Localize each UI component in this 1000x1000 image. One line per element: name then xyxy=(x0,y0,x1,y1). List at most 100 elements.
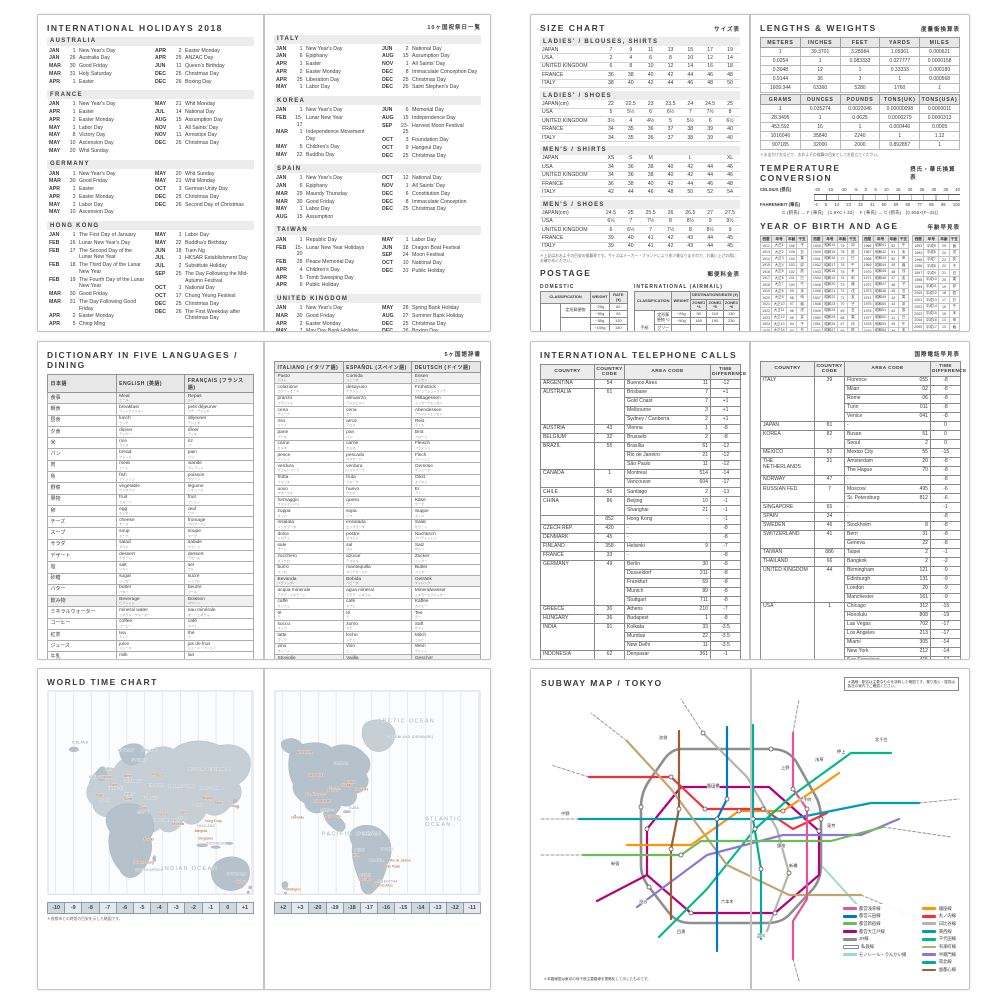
table-cell: 平成16 xyxy=(923,316,940,325)
svg-text:新宿: 新宿 xyxy=(611,860,619,867)
city-area-code: 02 xyxy=(922,386,928,393)
column-header: FRANÇAIS (フランス語) xyxy=(184,374,254,393)
time-difference: -8 xyxy=(930,529,961,540)
dictionary-word: café xyxy=(187,619,197,625)
svg-text:Tokyo: Tokyo xyxy=(230,804,239,808)
svg-text:SWEDEN: SWEDEN xyxy=(131,758,148,762)
time-difference: 0 xyxy=(930,439,961,450)
dictionary-reading: プチ・デジュネ xyxy=(187,409,210,414)
svg-text:東京: 東京 xyxy=(827,822,835,829)
table-cell: M xyxy=(640,154,661,164)
holiday-column: JAN 1 Republic Day FEB 15-20 Lunar New Year H… xyxy=(276,236,373,289)
table-cell: 7 xyxy=(620,217,641,226)
dictionary-reading: ポワソン xyxy=(187,477,201,482)
holiday-entry: DEC 25 Christmas Day xyxy=(155,140,252,148)
city-area-code: 7 xyxy=(705,389,708,396)
table-row: latte ラッテ leche レチェ Milch ミルヒ xyxy=(274,631,481,644)
svg-text:上野: 上野 xyxy=(781,764,790,771)
table-cell: fruit フルーツ xyxy=(115,493,186,506)
table-cell: café カフェ xyxy=(184,617,254,630)
table-cell: Repas ルパ xyxy=(184,391,254,405)
table-row: 1 0.035274 0.0022046 0.00000098 0.0000011 xyxy=(760,104,960,114)
dictionary-word: Butter xyxy=(414,565,428,571)
city-name: - xyxy=(847,422,849,429)
table-row: 砂糖 sugar シュガー sucre シュクル xyxy=(47,572,254,585)
table-row: ~100g 140 xyxy=(541,323,629,331)
svg-text:San Francisco: San Francisco xyxy=(306,792,327,796)
time-difference: -1 xyxy=(930,547,961,558)
table-cell: 6 xyxy=(601,225,621,235)
svg-text:ARGENTINA: ARGENTINA xyxy=(376,880,399,884)
table-cell: 6 xyxy=(640,108,661,118)
table-cell: 1 xyxy=(760,47,801,57)
table-cell: 23 xyxy=(938,255,950,264)
holiday-name: All Saints' Day xyxy=(412,61,446,67)
table-cell: 1948 xyxy=(810,300,823,309)
table-cell: té テ xyxy=(342,608,413,622)
table-cell: 平成9 xyxy=(923,269,940,277)
holiday-month: DEC xyxy=(382,206,393,213)
table-cell: 未 xyxy=(897,326,910,331)
city-name: - xyxy=(847,512,849,519)
holiday-entry: MAY 22 Buddha Day xyxy=(276,151,373,159)
table-cell: 平成5 xyxy=(923,242,940,250)
holiday-name: New Year's Day xyxy=(79,170,116,177)
table-row: JAPAN 81-0 xyxy=(760,421,961,432)
table-cell: USA xyxy=(540,217,601,226)
table-cell: 1969 xyxy=(861,261,874,269)
table-cell: 24.5 xyxy=(601,209,621,218)
holiday-month: OCT xyxy=(382,144,393,151)
table-row: USA 34 36 38 40 42 44 46 xyxy=(540,162,740,172)
holiday-name: Good Friday xyxy=(79,178,108,185)
table-cell: USA xyxy=(540,162,601,172)
table-row: 1943 昭和18 75 未 xyxy=(810,268,859,276)
time-difference: -7 xyxy=(710,541,741,552)
holiday-day: 26 xyxy=(175,201,182,208)
holiday-name: German Unity Day xyxy=(185,186,228,192)
city-area-code: 161 xyxy=(919,593,929,600)
table-cell: 34 xyxy=(601,125,621,134)
svg-text:COLOMBIA: COLOMBIA xyxy=(358,832,378,836)
holiday-month: FEB xyxy=(276,259,287,265)
dictionary-word: thé xyxy=(187,630,195,636)
table-cell: 食事 xyxy=(47,391,117,405)
table-cell: 46 xyxy=(720,171,740,180)
table-cell: 52 xyxy=(700,187,721,197)
svg-text:ARCTIC OCEAN: ARCTIC OCEAN xyxy=(378,719,436,725)
holiday-entry: FEB 15-17 Lunar New Year xyxy=(276,114,373,129)
city-area-code: 210 xyxy=(699,605,709,612)
table-cell: 8½ xyxy=(680,217,701,226)
time-difference: -6 xyxy=(930,493,961,504)
holiday-name: Foundation Day xyxy=(412,137,449,143)
holiday-day: 6 xyxy=(299,183,303,189)
table-cell: huevo ウエボ xyxy=(342,484,413,498)
holiday-entry: JAN 1 The First Day of January xyxy=(49,232,146,240)
time-difference: -8 xyxy=(930,475,961,486)
holiday-day: 1 xyxy=(299,107,303,113)
holiday-name: Easter Monday xyxy=(306,68,341,75)
dictionary-word: œuf xyxy=(187,506,197,512)
line-color-swatch xyxy=(922,922,937,926)
holiday-month: MAY xyxy=(382,305,394,311)
holiday-entry: AUG 15 Assumption Day xyxy=(155,116,252,124)
holiday-day: 1 xyxy=(72,170,76,177)
area-code-cell: Busan 51 xyxy=(844,430,931,441)
area-code-cell: Vancouver 604 xyxy=(624,478,711,489)
postage-intl-grid: CLASSIFICATION WEIGHT DESTINATIONS/RATE (¥… xyxy=(633,291,741,331)
table-cell: 46 xyxy=(720,162,740,172)
holiday-name: Whit Sunday xyxy=(79,147,109,154)
dictionary-reading: サル xyxy=(346,547,353,552)
dictionary-reading: ラッテ xyxy=(277,637,287,642)
timezone-cell: -5 xyxy=(132,903,151,914)
svg-text:New York: New York xyxy=(355,788,369,792)
svg-text:六本木: 六本木 xyxy=(721,898,734,905)
table-cell: 丑 xyxy=(897,287,910,296)
table-row: RUSSIAN FED. 7 Moscow 495 -6 xyxy=(760,484,961,504)
city-area-code: 711 xyxy=(699,596,708,603)
dictionary-reading: ティー xyxy=(119,635,129,640)
holiday-entry: DEC 6 Constitution Day xyxy=(382,190,479,198)
table-cell: 平成17 xyxy=(923,323,940,331)
table-row: 1912 大正1 106 子 xyxy=(759,241,808,250)
